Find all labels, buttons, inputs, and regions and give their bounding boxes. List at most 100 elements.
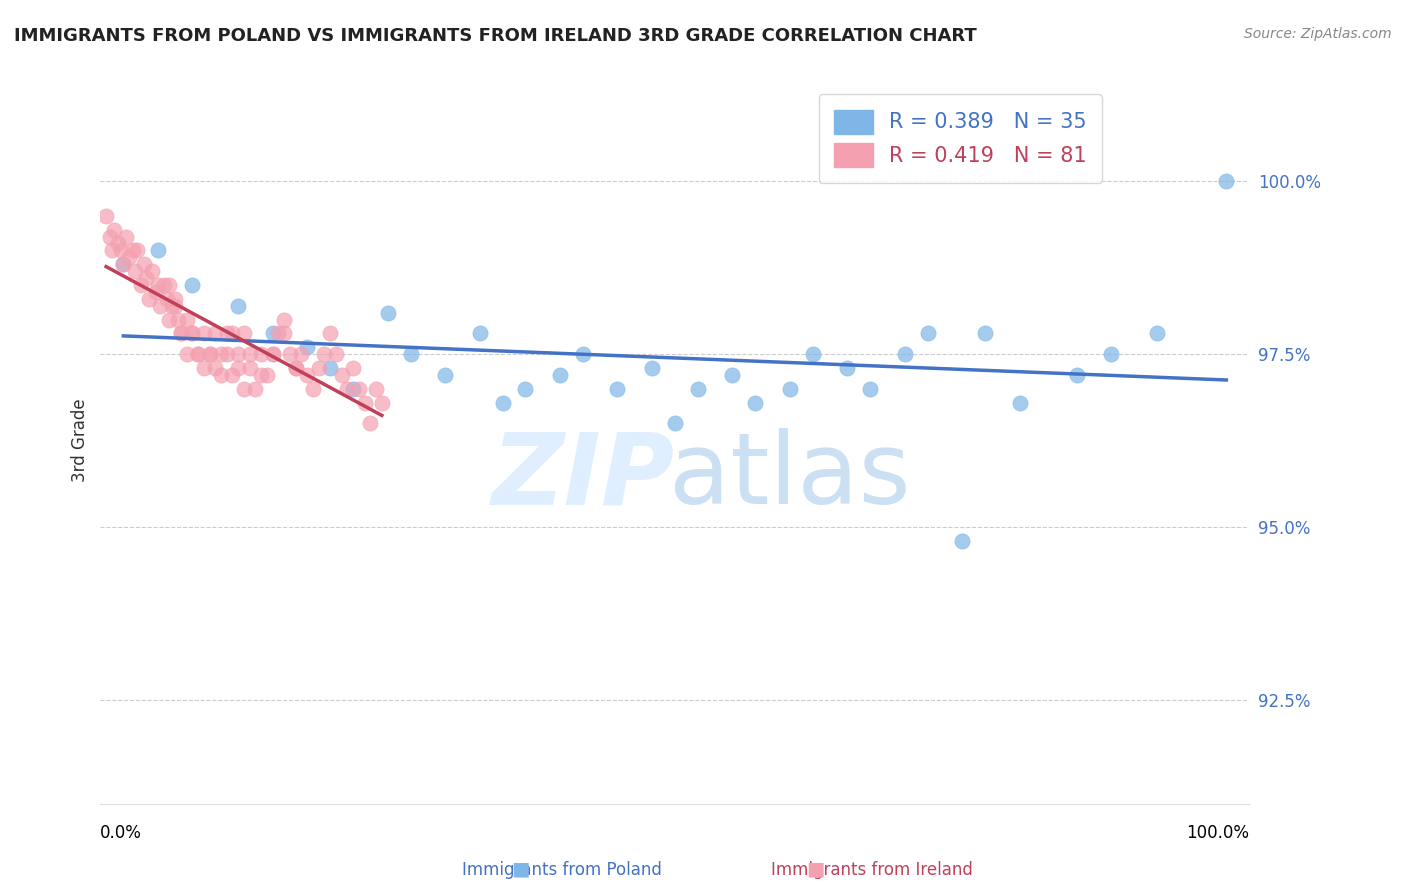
Point — [262, 326, 284, 341]
Point — [801, 347, 824, 361]
Point — [124, 264, 146, 278]
Point — [138, 292, 160, 306]
Point — [167, 312, 190, 326]
Point — [347, 382, 370, 396]
Point — [233, 382, 256, 396]
Point — [837, 360, 859, 375]
Text: 0.0%: 0.0% — [100, 824, 142, 842]
Text: ■: ■ — [806, 860, 825, 879]
Point — [250, 368, 273, 382]
Point — [302, 382, 325, 396]
Point — [893, 347, 915, 361]
Point — [273, 312, 295, 326]
Text: ZIP: ZIP — [492, 428, 675, 525]
Text: IMMIGRANTS FROM POLAND VS IMMIGRANTS FROM IRELAND 3RD GRADE CORRELATION CHART: IMMIGRANTS FROM POLAND VS IMMIGRANTS FRO… — [14, 27, 977, 45]
Point — [262, 347, 284, 361]
Point — [157, 277, 180, 292]
Point — [267, 326, 290, 341]
Text: Source: ZipAtlas.com: Source: ZipAtlas.com — [1244, 27, 1392, 41]
Point — [160, 299, 183, 313]
Point — [1066, 368, 1088, 382]
Point — [157, 312, 180, 326]
Point — [221, 368, 243, 382]
Point — [187, 347, 209, 361]
Point — [198, 347, 221, 361]
Point — [256, 368, 278, 382]
Point — [262, 347, 284, 361]
Point — [146, 244, 169, 258]
Point — [434, 368, 457, 382]
Legend: R = 0.389   N = 35, R = 0.419   N = 81: R = 0.389 N = 35, R = 0.419 N = 81 — [818, 95, 1102, 183]
Point — [859, 382, 882, 396]
Point — [209, 368, 232, 382]
Point — [193, 360, 215, 375]
Point — [273, 326, 295, 341]
Point — [127, 244, 149, 258]
Point — [149, 299, 172, 313]
Point — [146, 277, 169, 292]
Point — [278, 347, 301, 361]
Point — [132, 257, 155, 271]
Point — [1101, 347, 1123, 361]
Point — [325, 347, 347, 361]
Point — [366, 382, 388, 396]
Text: Immigrants from Poland: Immigrants from Poland — [463, 861, 662, 879]
Point — [359, 417, 381, 431]
Text: atlas: atlas — [669, 428, 911, 525]
Point — [98, 229, 121, 244]
Point — [572, 347, 595, 361]
Point — [193, 326, 215, 341]
Point — [145, 285, 167, 299]
Point — [308, 360, 330, 375]
Point — [118, 250, 141, 264]
Point — [330, 368, 353, 382]
Point — [917, 326, 939, 341]
Point — [204, 326, 226, 341]
Point — [342, 360, 364, 375]
Point — [399, 347, 422, 361]
Point — [664, 417, 686, 431]
Point — [94, 209, 117, 223]
Point — [371, 395, 394, 409]
Point — [101, 244, 124, 258]
Point — [245, 382, 267, 396]
Point — [290, 347, 312, 361]
Point — [284, 360, 307, 375]
Point — [233, 326, 256, 341]
Point — [250, 347, 273, 361]
Point — [176, 312, 198, 326]
Point — [468, 326, 491, 341]
Point — [112, 257, 135, 271]
Point — [1146, 326, 1168, 341]
Point — [181, 277, 204, 292]
Point — [686, 382, 709, 396]
Point — [141, 264, 163, 278]
Point — [209, 347, 232, 361]
Point — [181, 326, 204, 341]
Point — [170, 326, 193, 341]
Point — [319, 360, 342, 375]
Point — [163, 292, 186, 306]
Point — [176, 347, 198, 361]
Point — [336, 382, 359, 396]
Point — [744, 395, 766, 409]
Point — [721, 368, 744, 382]
Point — [950, 533, 973, 548]
Point — [342, 382, 364, 396]
Text: Immigrants from Ireland: Immigrants from Ireland — [770, 861, 973, 879]
Point — [156, 292, 179, 306]
Point — [284, 360, 307, 375]
Point — [974, 326, 997, 341]
Point — [215, 347, 238, 361]
Text: ■: ■ — [510, 860, 530, 879]
Point — [112, 257, 135, 271]
Point — [319, 326, 342, 341]
Point — [103, 222, 125, 236]
Point — [114, 229, 136, 244]
Point — [152, 277, 174, 292]
Point — [204, 360, 226, 375]
Point — [226, 299, 249, 313]
Point — [377, 305, 399, 319]
Point — [187, 347, 209, 361]
Point — [641, 360, 664, 375]
